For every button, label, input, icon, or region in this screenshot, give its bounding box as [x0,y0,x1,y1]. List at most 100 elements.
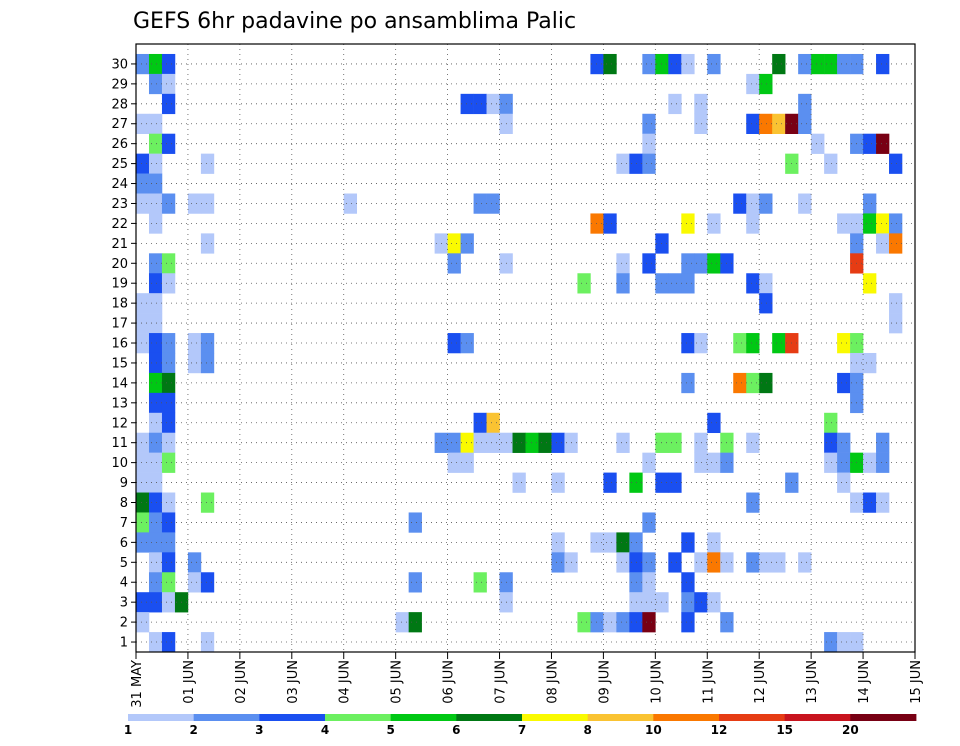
heatmap-cell [136,113,150,134]
y-tick-label: 17 [111,317,128,332]
y-tick-label: 4 [120,576,128,591]
heatmap-cell [616,532,630,553]
x-tick-label: 06 JUN [442,660,457,704]
heatmap-cell [136,173,150,194]
heatmap-cell [148,372,163,394]
heatmap-cell [837,333,851,354]
heatmap-cell [200,492,215,513]
colorbar-swatch [850,714,917,721]
y-tick-label: 22 [111,217,128,232]
heatmap-cell [136,472,150,493]
heatmap-cell [863,193,877,214]
heatmap-cell [837,213,851,234]
colorbar-label: 12 [711,723,728,737]
heatmap-cell [707,592,721,613]
heatmap-cell [460,233,474,254]
heatmap-cell [863,273,877,294]
heatmap-cell [512,432,526,453]
heatmap-cell [811,53,825,75]
heatmap-cell [343,193,358,214]
heatmap-cell [187,352,202,374]
heatmap-cell [460,452,474,473]
heatmap-cell [447,253,461,274]
heatmap-cell [681,213,695,234]
heatmap-cell [668,273,682,294]
heatmap-cell [876,452,890,473]
heatmap-cell [746,432,760,453]
heatmap-cell [136,432,150,453]
heatmap-cell [460,432,474,453]
heatmap-cell [200,153,215,174]
heatmap-cell [863,213,877,234]
heatmap-cell [161,53,176,75]
heatmap-cell [642,512,656,533]
heatmap-cell [616,432,630,453]
heatmap-cell [473,432,487,453]
heatmap-cell [148,392,163,414]
heatmap-cell [148,592,163,613]
heatmap-cell [772,333,786,354]
heatmap-cell [551,472,565,493]
heatmap-cell [707,53,721,75]
heatmap-cell [824,452,838,473]
heatmap-cell [187,333,202,354]
heatmap-cell [161,253,176,274]
heatmap-cell [447,233,461,254]
heatmap-cell [668,53,682,75]
heatmap-cell [148,213,163,234]
heatmap-cell [746,552,760,573]
heatmap-cell [447,452,461,473]
y-tick-label: 7 [120,516,128,531]
y-tick-label: 15 [111,356,128,371]
x-tick-label: 05 JUN [390,660,405,704]
heatmap-cell [876,133,890,154]
heatmap-cell [798,193,812,214]
heatmap-cell [694,592,708,613]
colorbar-swatch [390,714,457,721]
x-tick-label: 07 JUN [494,660,509,704]
heatmap-cell [136,53,150,75]
heatmap-cell [148,273,163,294]
y-tick-label: 14 [111,376,128,391]
x-tick-label: 11 JUN [701,660,716,704]
heatmap-cell [746,113,760,134]
heatmap-cell [136,153,150,174]
heatmap-cell [148,333,163,354]
heatmap-cell [603,213,617,234]
heatmap-cell [408,612,422,633]
y-tick-label: 21 [111,237,128,252]
heatmap-cell [200,333,215,354]
chart-title: GEFS 6hr padavine po ansamblima Palic [133,9,576,34]
heatmap-cell [668,93,682,115]
colorbar-label: 20 [842,723,859,737]
heatmap-cell [616,612,630,633]
heatmap-cell [772,113,786,134]
y-tick-label: 1 [120,636,128,651]
heatmap-cell [681,333,695,354]
y-tick-label: 3 [120,596,128,611]
x-tick-label: 13 JUN [805,660,820,704]
heatmap-cell [642,612,656,633]
heatmap-cell [681,372,695,394]
heatmap-cell [694,432,708,453]
heatmap-cell [668,432,682,453]
y-tick-label: 26 [111,137,128,152]
heatmap-cell [824,632,838,653]
heatmap-cell [707,532,721,553]
colorbar-swatch [325,714,392,721]
y-axis: 1234567891011121314151617181920212223242… [111,57,136,651]
heatmap-cell [603,532,617,553]
heatmap-cell [161,273,176,294]
heatmap-cell [161,352,176,374]
x-tick-label: 09 JUN [597,660,612,704]
heatmap-cell [642,552,656,573]
y-tick-label: 10 [111,456,128,471]
heatmap-cell [136,452,150,473]
y-tick-label: 9 [120,476,128,491]
heatmap-cell [148,173,163,194]
heatmap-cell [161,333,176,354]
x-tick-label: 12 JUN [753,660,768,704]
heatmap-cell [889,213,903,234]
heatmap-cell [694,452,708,473]
y-tick-label: 24 [111,177,128,192]
